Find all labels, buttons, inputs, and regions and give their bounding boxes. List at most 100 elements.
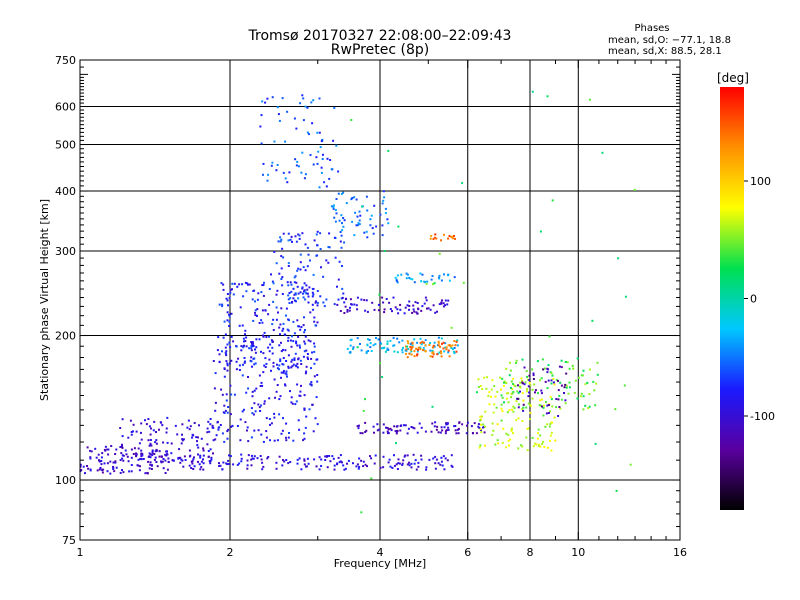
data-point bbox=[356, 425, 359, 428]
data-point bbox=[250, 356, 253, 359]
data-point bbox=[356, 308, 359, 311]
data-point bbox=[316, 358, 319, 361]
data-point bbox=[197, 453, 199, 456]
data-point bbox=[298, 394, 301, 397]
data-point bbox=[287, 232, 290, 235]
data-point bbox=[346, 462, 348, 465]
data-point bbox=[296, 344, 299, 347]
data-point bbox=[199, 456, 202, 459]
data-point bbox=[450, 347, 453, 349]
data-point bbox=[300, 326, 303, 329]
data-point bbox=[310, 381, 313, 384]
data-point bbox=[241, 283, 244, 286]
data-point bbox=[331, 455, 334, 458]
data-point bbox=[333, 464, 336, 467]
data-point bbox=[368, 339, 371, 341]
data-point bbox=[540, 389, 543, 392]
data-point bbox=[479, 385, 482, 387]
data-point bbox=[141, 454, 144, 457]
data-point bbox=[244, 333, 246, 336]
data-point bbox=[208, 430, 211, 433]
data-point bbox=[282, 348, 284, 351]
data-point bbox=[223, 368, 226, 371]
data-point bbox=[192, 458, 195, 461]
data-point bbox=[316, 290, 319, 292]
data-point bbox=[292, 363, 295, 366]
data-point bbox=[229, 413, 232, 416]
data-point bbox=[409, 343, 412, 346]
data-point bbox=[144, 419, 146, 422]
data-point bbox=[527, 385, 530, 388]
data-point bbox=[302, 296, 305, 299]
data-point bbox=[387, 348, 390, 351]
data-point bbox=[140, 449, 143, 452]
data-point bbox=[329, 460, 332, 463]
data-point bbox=[154, 456, 157, 459]
data-point bbox=[286, 281, 289, 284]
data-point bbox=[238, 369, 241, 371]
data-point bbox=[121, 457, 124, 460]
data-point bbox=[319, 146, 322, 149]
data-point bbox=[527, 395, 530, 398]
data-point bbox=[305, 370, 308, 373]
data-point bbox=[160, 460, 163, 463]
data-point bbox=[149, 442, 152, 445]
data-point bbox=[500, 419, 503, 422]
data-point bbox=[282, 256, 285, 259]
data-point bbox=[413, 462, 416, 465]
data-point bbox=[507, 433, 510, 436]
data-point bbox=[181, 433, 183, 436]
data-point bbox=[290, 360, 293, 363]
data-point bbox=[280, 278, 283, 280]
data-point bbox=[119, 459, 122, 462]
data-point bbox=[273, 416, 276, 419]
data-point bbox=[288, 432, 290, 434]
data-point bbox=[386, 347, 389, 350]
data-point bbox=[508, 409, 511, 412]
data-point bbox=[145, 423, 148, 426]
data-point bbox=[311, 291, 314, 294]
data-point bbox=[304, 342, 307, 345]
data-point bbox=[236, 463, 239, 466]
data-point bbox=[335, 212, 338, 215]
data-point bbox=[402, 459, 405, 462]
data-point bbox=[285, 422, 288, 425]
data-point bbox=[314, 301, 317, 304]
data-point bbox=[315, 233, 318, 236]
data-point bbox=[492, 429, 495, 432]
data-point bbox=[582, 369, 585, 372]
data-point bbox=[301, 151, 304, 154]
data-point bbox=[241, 410, 244, 413]
data-point bbox=[150, 468, 153, 470]
data-point bbox=[218, 465, 221, 467]
y-tick-label: 750 bbox=[55, 54, 76, 67]
data-point bbox=[506, 411, 509, 414]
data-point bbox=[96, 469, 99, 472]
data-point bbox=[312, 163, 315, 166]
data-point bbox=[396, 468, 399, 470]
data-point bbox=[322, 153, 324, 156]
data-point bbox=[279, 333, 281, 336]
data-point bbox=[318, 131, 321, 134]
data-point bbox=[342, 292, 345, 295]
data-point bbox=[484, 444, 486, 447]
data-point bbox=[548, 425, 551, 428]
data-point bbox=[428, 458, 431, 461]
data-point bbox=[276, 367, 279, 370]
data-point bbox=[289, 297, 292, 300]
data-point bbox=[370, 457, 373, 460]
data-point bbox=[377, 338, 380, 341]
data-point bbox=[306, 356, 309, 359]
data-point bbox=[223, 320, 226, 323]
data-point bbox=[238, 462, 241, 465]
data-point bbox=[115, 466, 118, 469]
data-point bbox=[416, 341, 419, 344]
data-point bbox=[409, 346, 412, 348]
data-point bbox=[148, 455, 151, 458]
data-point bbox=[263, 400, 266, 403]
data-point bbox=[444, 304, 446, 307]
data-point bbox=[260, 114, 263, 117]
data-point bbox=[226, 437, 229, 440]
data-point bbox=[416, 312, 419, 315]
data-point bbox=[191, 433, 194, 436]
